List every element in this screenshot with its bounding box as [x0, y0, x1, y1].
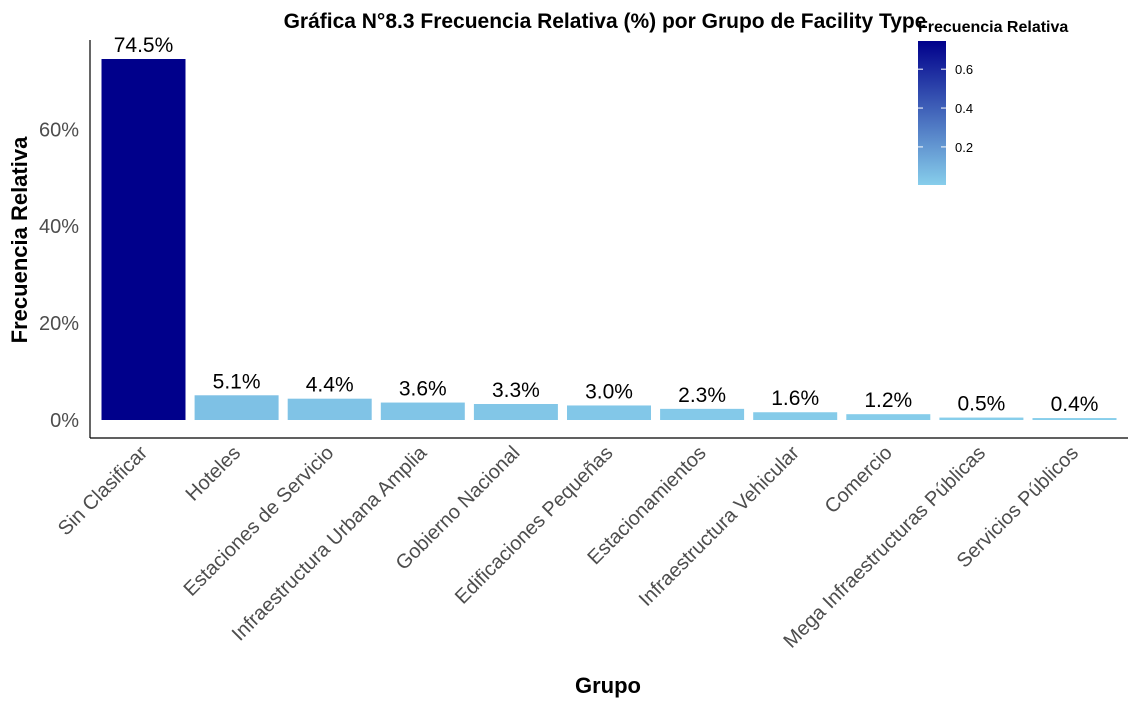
bar — [567, 405, 651, 420]
legend-title: Frecuencia Relativa — [918, 19, 1068, 36]
data-label: 74.5% — [114, 34, 174, 57]
bar — [380, 402, 465, 420]
plot-area: 74.5% 5.1% 4.4% 3.6% 3.3% 3.0% 2.3% 1.6% 1.2% 0.5… — [39, 34, 1128, 652]
legend-ticks: 0.2 0.4 0.6 — [918, 62, 973, 155]
bar — [194, 395, 279, 420]
data-label: 4.4% — [306, 374, 354, 397]
bar — [660, 408, 745, 420]
legend-colorbar — [918, 41, 946, 185]
data-label: 2.3% — [678, 384, 726, 407]
y-tick-label: 0% — [50, 410, 79, 432]
data-label: 3.0% — [585, 380, 633, 403]
data-label: 5.1% — [213, 370, 261, 393]
x-tick-label: Sin Clasificar — [54, 442, 152, 540]
bar — [287, 398, 372, 420]
x-tick-label: Comercio — [821, 442, 897, 518]
x-tick-label: Infraestructura Urbana Amplia — [228, 441, 432, 645]
data-label: 3.6% — [399, 378, 447, 401]
bar — [846, 414, 931, 420]
data-label: 0.5% — [957, 393, 1005, 416]
chart-title: Gráfica N°8.3 Frecuencia Relativa (%) po… — [284, 10, 927, 33]
y-tick-label: 20% — [39, 313, 79, 335]
bar — [473, 404, 558, 420]
x-tick-label: Mega Infraestructuras Públicas — [779, 442, 989, 652]
data-label: 0.4% — [1051, 393, 1099, 416]
y-tick-label: 60% — [39, 119, 79, 141]
y-axis-title: Frecuencia Relativa — [7, 136, 32, 343]
x-tick-label: Hoteles — [182, 442, 246, 506]
data-label: 1.2% — [864, 389, 912, 412]
bar — [753, 412, 838, 420]
bar — [939, 417, 1024, 420]
x-tick-label: Edificaciones Pequeñas — [451, 442, 618, 609]
bar — [101, 59, 186, 420]
color-legend: Frecuencia Relativa 0.2 0.4 0.6 — [918, 19, 1068, 185]
data-label: 3.3% — [492, 379, 540, 402]
data-label: 1.6% — [771, 387, 819, 410]
y-tick-labels: 0% 20% 40% 60% — [39, 119, 79, 432]
x-tick-label: Estaciones de Servicio — [180, 442, 339, 601]
legend-tick-label: 0.2 — [955, 140, 973, 155]
y-tick-label: 40% — [39, 216, 79, 238]
bars — [101, 59, 1117, 420]
bar — [1032, 418, 1117, 420]
legend-tick-label: 0.6 — [955, 62, 973, 77]
x-axis-title: Grupo — [575, 673, 641, 698]
legend-tick-label: 0.4 — [955, 101, 973, 116]
data-labels: 74.5% 5.1% 4.4% 3.6% 3.3% 3.0% 2.3% 1.6% 1.2% 0.5… — [114, 34, 1099, 416]
x-tick-label: Infraestructura Vehicular — [635, 442, 804, 611]
